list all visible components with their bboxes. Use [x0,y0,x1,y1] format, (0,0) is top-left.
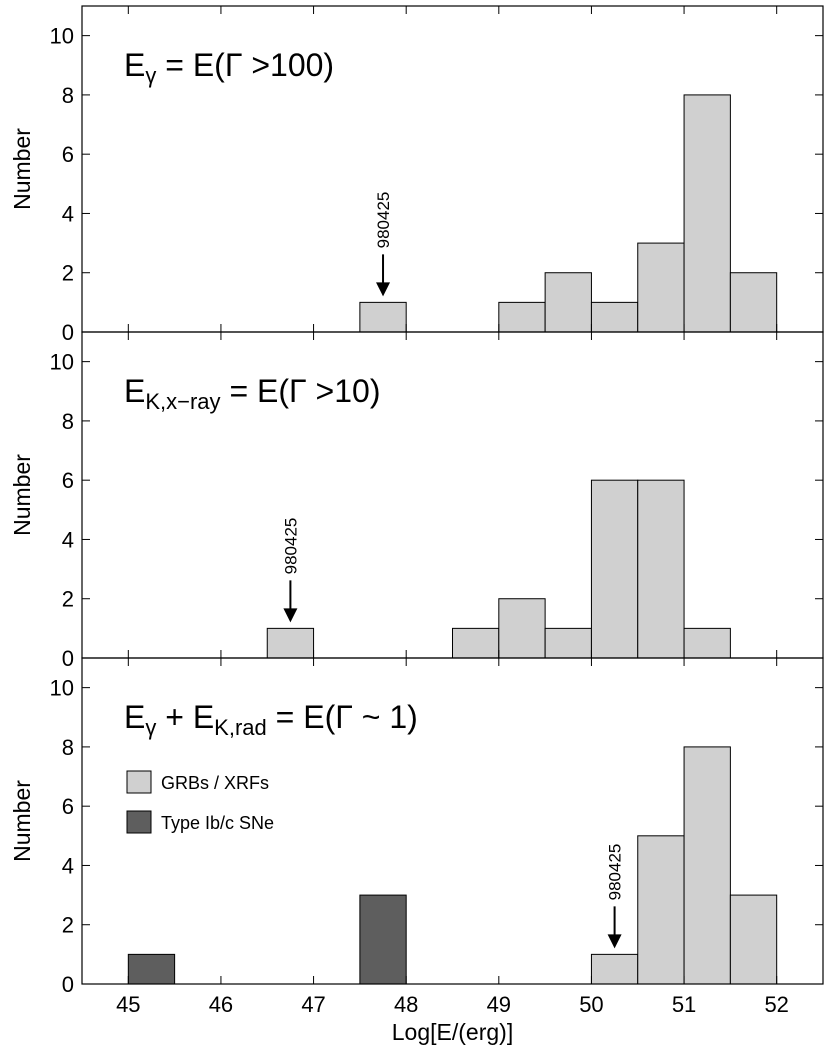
y-tick-label-panel3: 6 [62,794,74,819]
histogram-bar-panel3-grb-4 [729,894,778,985]
histogram-bar-panel3-grb-2 [637,835,685,985]
histogram-bar-panel3-sn-2 [359,894,407,985]
y-tick-label-panel1: 10 [50,24,74,49]
histogram-bar-panel2-grb-3 [498,598,546,659]
panel-label-part: γ [145,63,156,88]
histogram-bar-panel3-sn-1 [127,953,176,985]
plot-frame-panel3 [81,657,824,985]
y-tick-label-panel2: 2 [62,587,74,612]
histogram-bar-panel2-grb-7 [683,627,731,659]
x-tick-label: 48 [394,992,418,1017]
y-axis-title-panel3: Number [9,780,35,862]
marker-label-980425-panel3: 980425 [606,844,625,901]
y-tick-label-panel1: 0 [62,320,74,345]
histogram-bar-panel1-grb-2 [498,301,546,333]
histogram-bar-panel2-grb-5 [590,479,639,659]
y-tick-label-panel1: 8 [62,83,74,108]
y-tick-label-panel2: 10 [50,350,74,375]
histogram-bar-panel1-grb-4 [590,301,639,333]
histogram-bar-panel1-grb-1 [359,301,407,333]
histogram-bar-panel3-grb-3 [683,746,731,985]
histogram-bar-panel2-grb-2 [452,627,500,659]
panel-label-part: E [124,373,145,409]
panel-label-part: γ [145,715,156,740]
legend-swatch-sn [126,810,152,834]
histogram-bar-panel1-grb-5 [637,242,685,333]
y-tick-label-panel1: 4 [62,201,74,226]
y-tick-label-panel2: 8 [62,409,74,434]
panel-label-part: E [124,699,145,735]
y-tick-label-panel3: 0 [62,972,74,997]
panel-label-part: K,rad [214,715,267,740]
marker-label-980425-panel2: 980425 [281,518,300,575]
y-tick-label-panel3: 2 [62,913,74,938]
legend-swatch-grb [126,770,152,794]
x-tick-label: 51 [672,992,696,1017]
panel-label-part: + E [156,699,214,735]
y-tick-label-panel2: 6 [62,468,74,493]
y-tick-label-panel1: 2 [62,261,74,286]
y-tick-label-panel3: 8 [62,735,74,760]
x-tick-label: 46 [209,992,233,1017]
panel-label-part: = E(Γ >10) [221,373,381,409]
marker-arrow-head-panel2 [283,608,298,623]
marker-arrow-head-panel1 [376,282,391,297]
x-axis-title: Log[E/(erg)] [392,1019,513,1045]
y-tick-label-panel3: 4 [62,853,74,878]
x-tick-label: 52 [764,992,788,1017]
y-axis-title-panel1: Number [9,128,35,210]
x-tick-label: 49 [487,992,511,1017]
panel-label-part: E [124,47,145,83]
panel-label-part: K,x−ray [145,389,220,414]
y-tick-label-panel3: 10 [50,676,74,701]
histogram-bar-panel3-grb-1 [590,953,639,985]
y-tick-label-panel1: 6 [62,142,74,167]
marker-arrow-head-panel3 [607,934,622,949]
panel-label-part: = E(Γ >100) [156,47,334,83]
x-tick-label: 50 [579,992,603,1017]
x-tick-label: 45 [116,992,140,1017]
panel-label-1: Eγ = E(Γ >100) [124,47,334,88]
histogram-bar-panel2-grb-1 [266,627,315,659]
histogram-bar-panel1-grb-7 [729,272,778,333]
panel-label-part: = E(Γ ~ 1) [267,699,418,735]
legend-label-sn: Type Ib/c SNe [161,813,274,833]
histogram-bar-panel2-grb-6 [637,479,685,659]
y-tick-label-panel2: 4 [62,527,74,552]
marker-label-980425-panel1: 980425 [374,192,393,249]
legend-label-grb: GRBs / XRFs [161,773,269,793]
histogram-bar-panel1-grb-3 [544,272,592,333]
panel-label-2: EK,x−ray = E(Γ >10) [124,373,380,414]
x-tick-label: 47 [301,992,325,1017]
y-tick-label-panel2: 0 [62,646,74,671]
plot-frame-panel2 [81,331,824,659]
histogram-bar-panel2-grb-4 [544,627,592,659]
histogram-bar-panel1-grb-6 [683,94,731,333]
y-axis-title-panel2: Number [9,454,35,536]
panel-label-3: Eγ + EK,rad = E(Γ ~ 1) [124,699,418,740]
